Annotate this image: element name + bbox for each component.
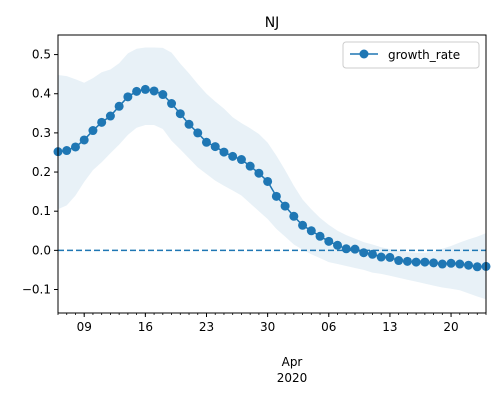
data-point — [219, 147, 229, 157]
data-point — [306, 226, 316, 236]
data-point — [245, 161, 255, 171]
x-year-label: 2020 — [277, 371, 308, 385]
confidence-band — [58, 47, 486, 300]
data-point — [411, 257, 421, 267]
data-point — [437, 259, 447, 269]
data-point — [62, 146, 72, 156]
x-tick-label: 30 — [260, 320, 275, 334]
legend-frame — [342, 41, 480, 69]
y-tick-label: 0.0 — [32, 243, 51, 257]
x-tick-label: 16 — [138, 320, 153, 334]
y-tick-label: 0.4 — [32, 87, 51, 101]
x-month-label: Apr — [282, 355, 303, 369]
data-point — [324, 236, 334, 246]
legend: growth_rate — [342, 41, 480, 69]
data-point — [193, 128, 203, 138]
data-point — [420, 257, 430, 267]
data-point — [175, 109, 185, 119]
y-tick-label: −0.1 — [22, 283, 51, 297]
data-point — [132, 86, 142, 96]
x-tick-label: 06 — [321, 320, 336, 334]
legend-entry-growth-rate: growth_rate — [388, 48, 460, 62]
data-point — [350, 244, 360, 254]
data-point — [149, 86, 159, 96]
series-points-layer — [53, 84, 491, 272]
data-point — [280, 201, 290, 211]
data-point — [201, 137, 211, 147]
data-point — [123, 92, 133, 102]
data-point — [140, 84, 150, 94]
data-point — [79, 135, 89, 145]
data-point — [315, 231, 325, 241]
chart-title: NJ — [265, 15, 280, 31]
data-point — [376, 252, 386, 262]
data-point — [158, 90, 168, 100]
data-point — [367, 249, 377, 259]
data-point — [114, 101, 124, 111]
data-point — [385, 252, 395, 262]
y-tick-label: 0.1 — [32, 204, 51, 218]
data-point — [263, 176, 273, 186]
legend-marker-swatch — [359, 49, 369, 59]
data-point — [394, 256, 404, 266]
data-point — [70, 142, 80, 152]
data-point — [271, 191, 281, 201]
y-tick-label: 0.5 — [32, 48, 51, 62]
data-point — [289, 211, 299, 221]
data-point — [236, 155, 246, 165]
x-tick-label: 23 — [199, 320, 214, 334]
data-point — [105, 111, 115, 121]
data-point — [333, 240, 343, 250]
data-point — [341, 244, 351, 254]
data-point — [455, 259, 465, 269]
x-tick-label: 13 — [382, 320, 397, 334]
data-point — [464, 260, 474, 270]
x-tick-label: 20 — [443, 320, 458, 334]
data-point — [228, 151, 238, 161]
data-point — [298, 220, 308, 230]
data-point — [472, 262, 482, 272]
data-point — [359, 248, 369, 258]
data-point — [97, 117, 107, 127]
y-tick-label: 0.3 — [32, 126, 51, 140]
data-point — [184, 119, 194, 129]
data-point — [88, 126, 98, 136]
data-point — [167, 99, 177, 109]
axes-layer: −0.1 0.0 0.1 0.2 0.3 0.4 0.5 09 16 23 30 06 13 20 — [22, 34, 487, 334]
data-point — [429, 258, 439, 268]
data-point — [402, 256, 412, 266]
confidence-band-layer — [58, 47, 486, 300]
data-point — [446, 258, 456, 268]
data-point — [254, 168, 264, 178]
data-point — [210, 142, 220, 152]
plot-frame — [57, 34, 487, 314]
x-tick-label: 09 — [77, 320, 92, 334]
y-tick-label: 0.2 — [32, 165, 51, 179]
